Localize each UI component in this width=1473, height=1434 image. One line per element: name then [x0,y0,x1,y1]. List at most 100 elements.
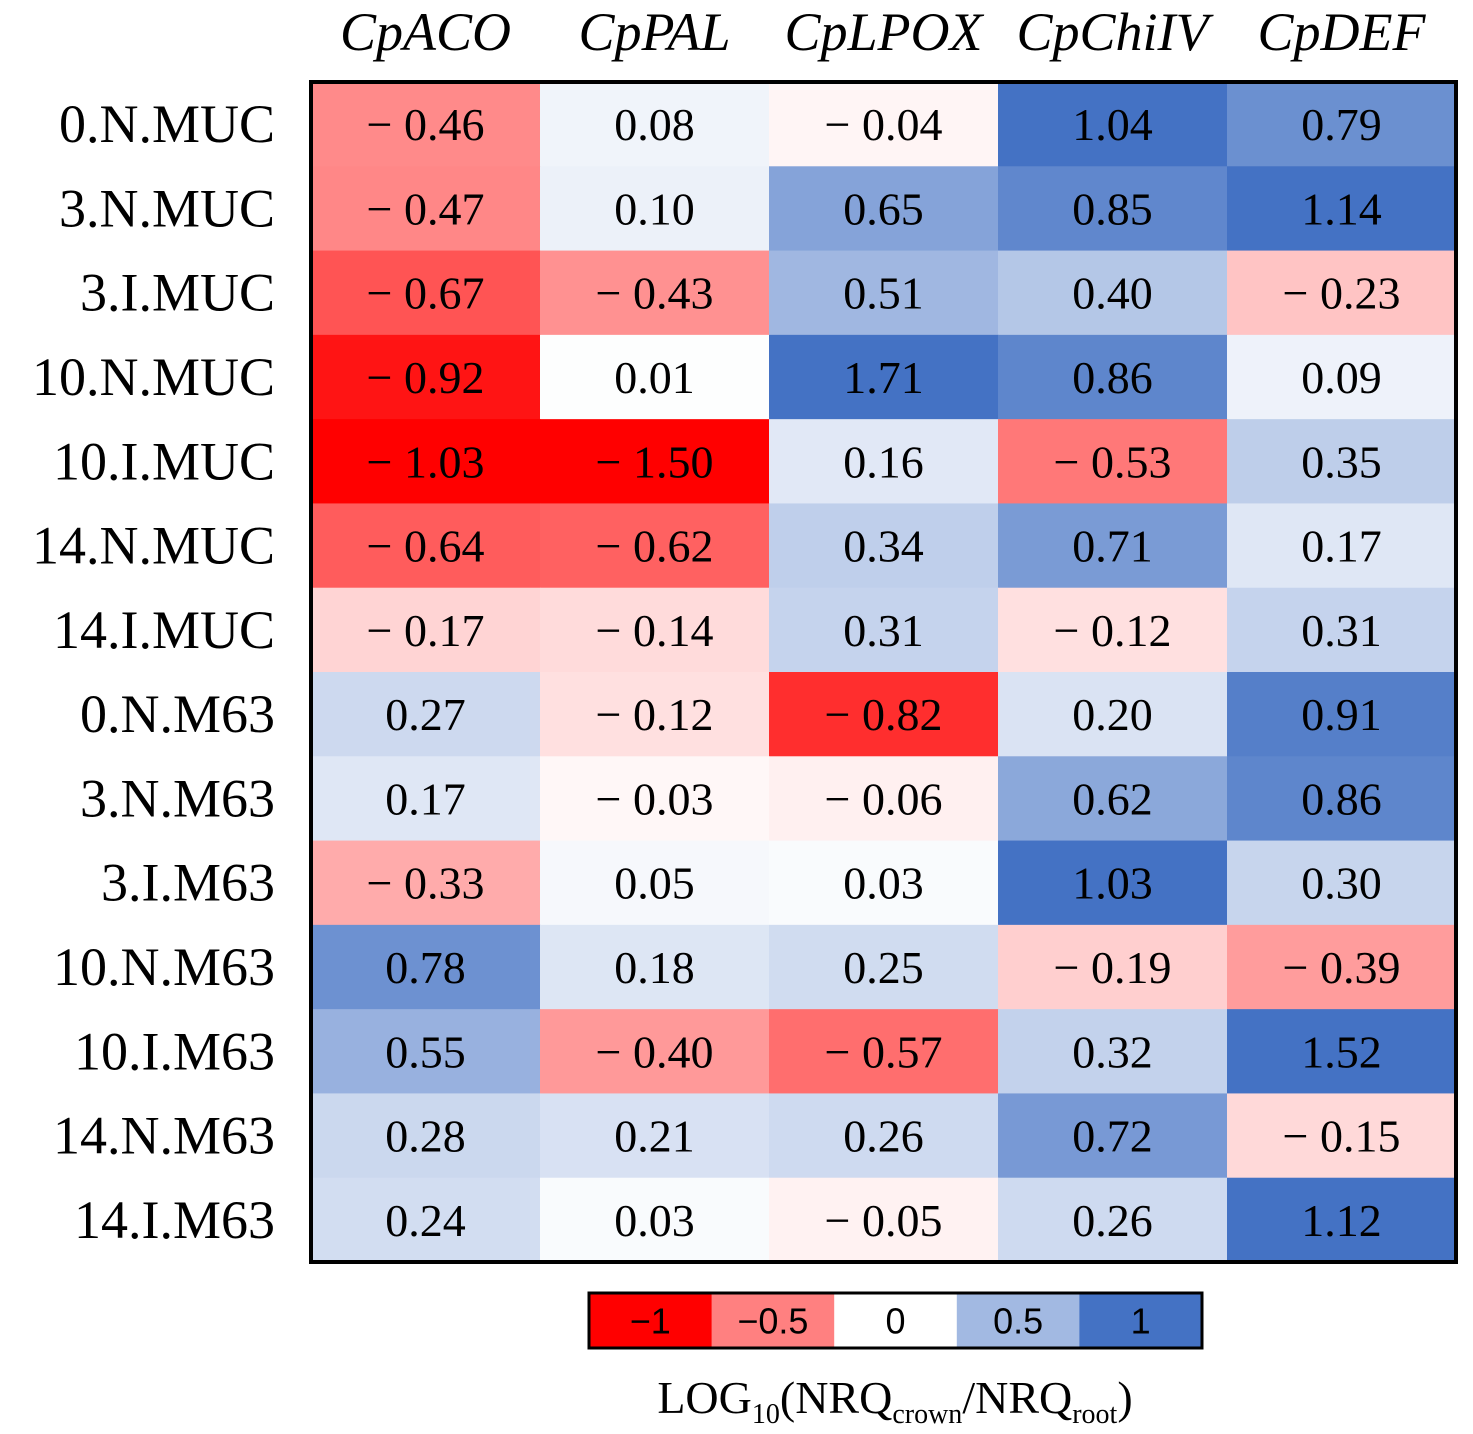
row-label: 10.I.MUC [53,431,275,491]
heatmap-cell [769,419,999,504]
cell-value-label: 0.01 [614,352,695,403]
heatmap-cell [540,840,770,926]
column-labels: CpACO CpPAL CpLPOX CpChiIV CpDEF [340,2,1427,62]
legend-label-sub: 10 [752,1399,780,1430]
cell-value-label: 1.71 [843,352,924,403]
heatmap-cell [998,672,1228,757]
heatmap-border [309,80,1458,1264]
heatmap-cell [311,250,541,336]
row-labels: 0.N.MUC 3.N.MUC 3.I.MUC 10.N.MUC 10.I.MUC 14.… [32,94,275,1250]
cell-value-label: 0.51 [843,268,924,319]
row-label: 10.N.MUC [32,347,275,407]
legend-label-close: ) [1117,1372,1132,1423]
legend-swatches [589,1293,1203,1348]
heatmap-cell-labels: − 0.46 0.08 − 0.04 1.04 0.79 − 0.47 0.10 0.65 0.… [367,99,1401,1246]
heatmap-cell [1227,1177,1457,1263]
cell-value-label: 0.32 [1072,1026,1153,1077]
heatmap-cell [311,1177,541,1263]
cell-value-label: − 0.57 [825,1026,943,1077]
heatmap-cell [540,250,770,336]
heatmap-cell [1227,503,1457,589]
heatmap-cell [1227,840,1457,926]
cell-value-label: − 0.64 [367,521,485,572]
heatmap-cell [540,166,770,252]
cell-value-label: 0.86 [1072,352,1153,403]
legend-swatch [834,1293,958,1348]
heatmap-cell [769,334,999,420]
color-legend: −1 −0.5 0 0.5 1 LOG10(NRQcrown/NRQroot) [587,1291,1204,1430]
heatmap-cell [769,840,999,926]
heatmap-cell [998,924,1228,1010]
heatmap-cell [540,672,770,757]
legend-swatch [1079,1293,1203,1348]
cell-value-label: − 0.05 [825,1195,943,1246]
heatmap-cell [540,503,770,589]
heatmap-cell [311,334,541,420]
heatmap-cell [1227,1009,1457,1094]
cell-value-label: 0.25 [843,942,924,993]
cell-value-label: − 0.03 [596,773,714,824]
legend-axis-label: LOG10(NRQcrown/NRQroot) [657,1372,1132,1430]
cell-value-label: 0.31 [843,605,924,656]
cell-value-label: 0.30 [1301,858,1382,909]
cell-value-label: − 0.04 [825,99,943,150]
heatmap-cells [311,82,1457,1263]
legend-label-open: (NRQ [780,1372,892,1423]
cell-value-label: 0.26 [1072,1195,1153,1246]
heatmap-cell [998,587,1228,673]
column-label: CpDEF [1258,2,1427,62]
legend-label-crown: crown [892,1399,962,1430]
legend-border [587,1291,1204,1350]
heatmap-cell [1227,250,1457,336]
heatmap-cell [769,587,999,673]
cell-value-label: 1.52 [1301,1026,1382,1077]
legend-tick-labels: −1 −0.5 0 0.5 1 [630,1301,1151,1342]
legend-label-root: root [1072,1399,1117,1430]
heatmap-cell [1227,419,1457,504]
cell-value-label: 0.65 [843,183,924,234]
heatmap-cell [540,334,770,420]
heatmap-cell [998,756,1228,842]
row-label: 3.N.MUC [59,178,275,238]
heatmap-cell [311,840,541,926]
row-label: 14.N.MUC [32,516,275,576]
cell-value-label: 1.03 [1072,858,1153,909]
heatmap-cell [311,672,541,757]
heatmap-cell [540,1177,770,1263]
cell-value-label: − 0.67 [367,268,485,319]
cell-value-label: 0.31 [1301,605,1382,656]
heatmap-cell [1227,82,1457,167]
cell-value-label: 0.20 [1072,689,1153,740]
cell-value-label: 0.85 [1072,183,1153,234]
legend-tick-label: −1 [630,1301,671,1342]
heatmap-cell [540,1009,770,1094]
heatmap-cell [769,82,999,167]
heatmap-cell [1227,166,1457,252]
heatmap-cell [1227,587,1457,673]
column-label: CpChiIV [1016,2,1214,62]
cell-value-label: 0.17 [1301,521,1382,572]
cell-value-label: − 0.12 [1054,605,1172,656]
heatmap-cell [769,250,999,336]
row-label: 14.N.M63 [53,1106,275,1166]
legend-tick-label: 0 [885,1301,905,1342]
heatmap-cell [311,82,541,167]
cell-value-label: 0.18 [614,942,695,993]
cell-value-label: 0.27 [385,689,466,740]
heatmap-cell [998,1009,1228,1094]
column-label: CpLPOX [784,2,984,62]
cell-value-label: 0.05 [614,858,695,909]
heatmap-cell [311,166,541,252]
heatmap-cell [311,756,541,842]
cell-value-label: − 0.40 [596,1026,714,1077]
heatmap-cell [311,587,541,673]
cell-value-label: 0.17 [385,773,466,824]
cell-value-label: 0.03 [614,1195,695,1246]
heatmap-cell [769,1093,999,1179]
cell-value-label: − 0.39 [1283,942,1401,993]
heatmap-cell [1227,1093,1457,1179]
legend-swatch [711,1293,835,1348]
cell-value-label: 0.24 [385,1195,466,1246]
cell-value-label: 0.26 [843,1111,924,1162]
cell-value-label: − 0.06 [825,773,943,824]
